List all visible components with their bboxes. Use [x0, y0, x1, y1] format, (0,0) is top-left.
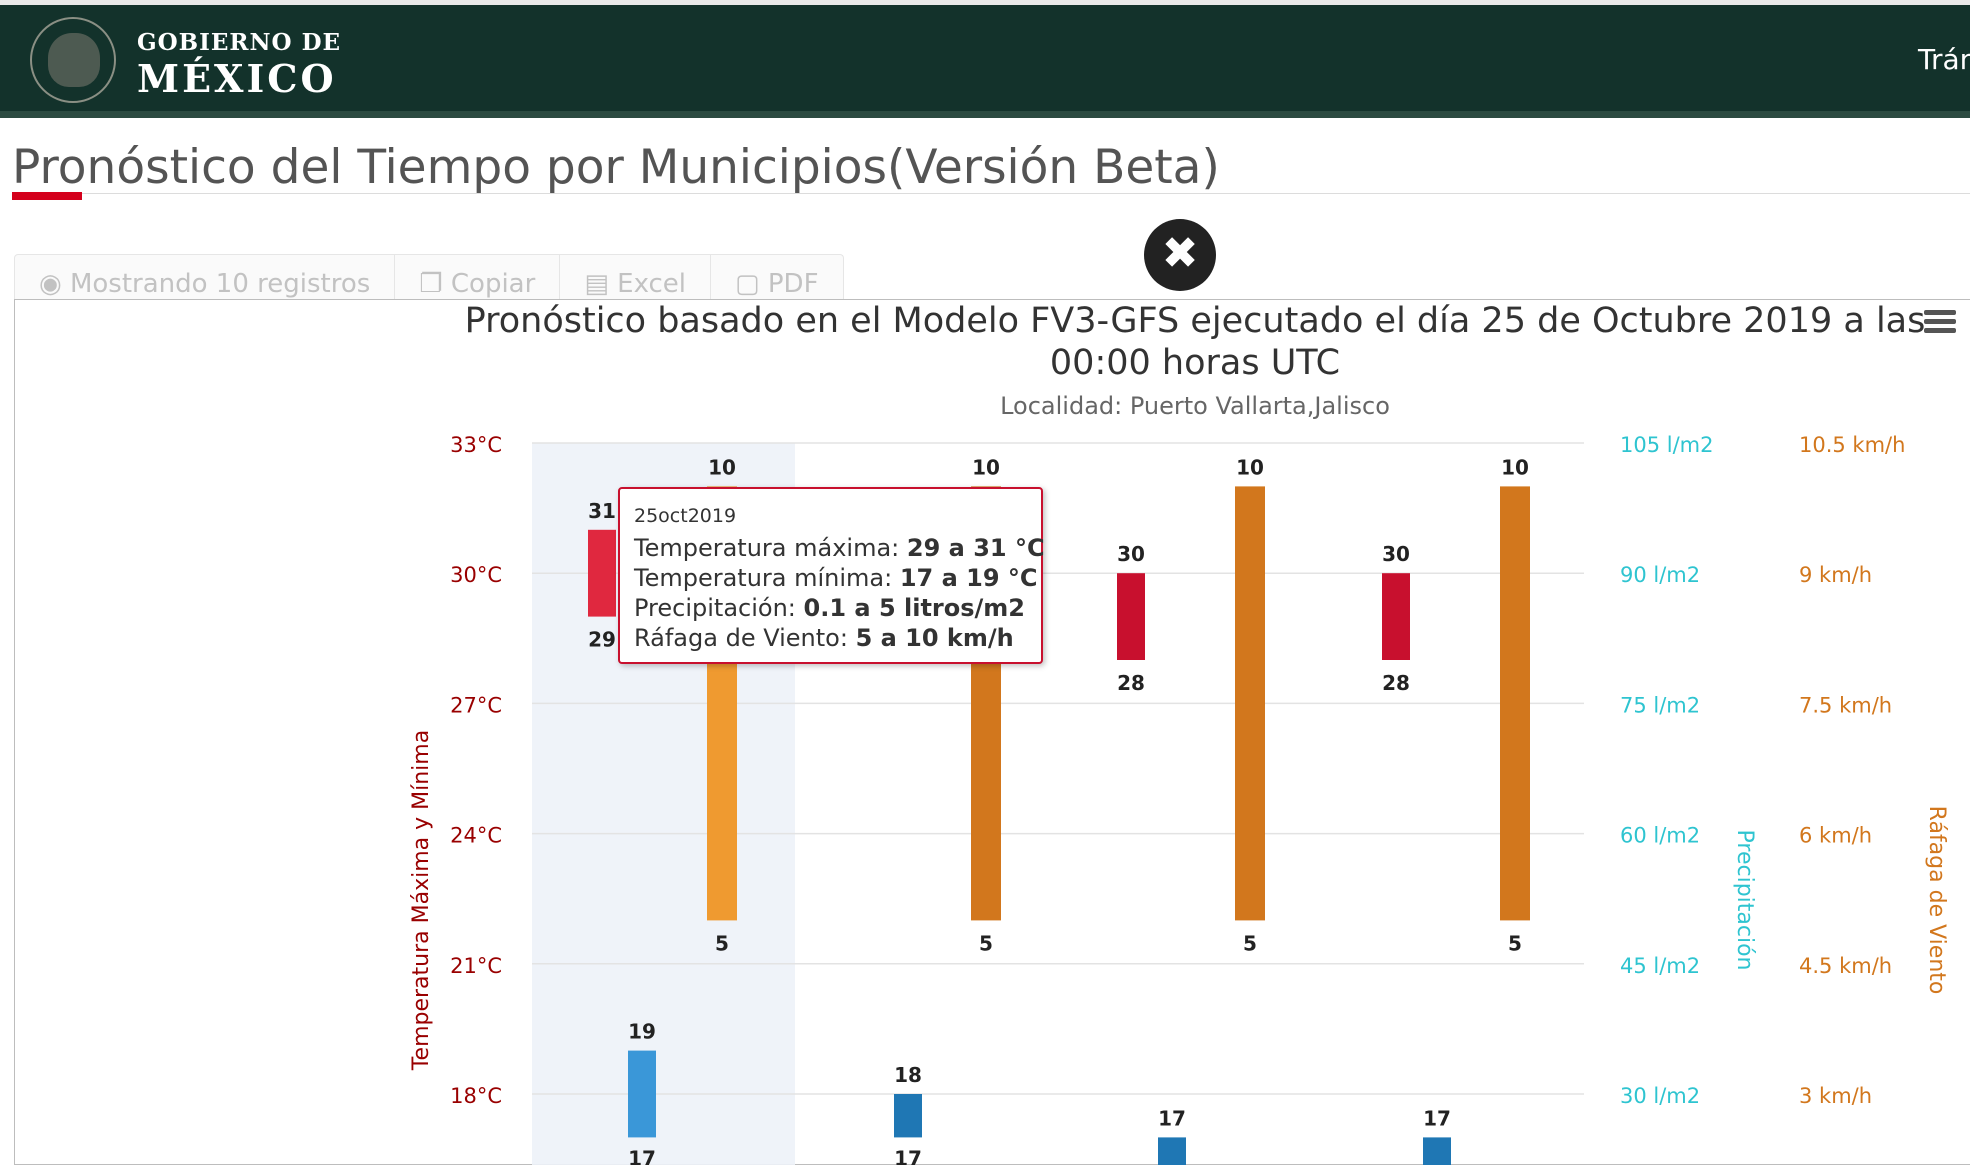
max-temp-bar	[1117, 573, 1145, 660]
temp-tick-label: 21°C	[450, 954, 502, 978]
title-accent-bar	[12, 192, 82, 200]
wind-high-label: 10	[1501, 455, 1529, 479]
wind-low-label: 5	[979, 931, 993, 955]
temp-axis-title: Temperatura Máxima y Mínima	[409, 730, 434, 1071]
wind-low-label: 5	[1508, 931, 1522, 955]
precip-tick-label: 90 l/m2	[1620, 563, 1700, 587]
precip-tick-label: 60 l/m2	[1620, 824, 1700, 848]
wind-high-label: 10	[1236, 455, 1264, 479]
show-records-button[interactable]: ◉ Mostrando 10 registros	[15, 255, 396, 299]
wind-tick-label: 7.5 km/h	[1799, 693, 1892, 717]
pdf-icon: ▢	[735, 269, 768, 299]
wind-gust-bar	[1235, 486, 1265, 921]
precip-tick-label: 75 l/m2	[1620, 693, 1700, 717]
tooltip-row-max-temp: Temperatura máxima: 29 a 31 °C	[634, 534, 1045, 562]
national-seal-icon[interactable]	[30, 17, 116, 103]
header-stripe	[0, 111, 1970, 118]
eye-icon: ◉	[39, 269, 70, 299]
wind-low-label: 5	[715, 931, 729, 955]
nav-link-tramites[interactable]: Trám	[1918, 43, 1970, 76]
temp-tick-label: 27°C	[450, 693, 502, 717]
max-temp-high-label: 30	[1382, 542, 1410, 566]
min-temp-low-label: 17	[628, 1146, 656, 1165]
table-button-row: ◉ Mostrando 10 registros ❐ Copiar ▤ Exce…	[14, 254, 844, 299]
max-temp-low-label: 29	[588, 628, 616, 652]
precip-tick-label: 30 l/m2	[1620, 1084, 1700, 1108]
wind-gust-bar	[1500, 486, 1530, 921]
min-temp-high-label: 17	[1423, 1106, 1451, 1130]
tooltip-row-min-temp: Temperatura mínima: 17 a 19 °C	[634, 564, 1038, 592]
pdf-button[interactable]: ▢ PDF	[735, 269, 819, 299]
wind-high-label: 10	[972, 455, 1000, 479]
hamburger-menu-icon[interactable]	[1924, 310, 1956, 338]
max-temp-high-label: 30	[1117, 542, 1145, 566]
max-temp-low-label: 28	[1382, 671, 1410, 695]
precip-tick-label: 45 l/m2	[1620, 954, 1700, 978]
max-temp-high-label: 31	[588, 499, 616, 523]
wind-tick-label: 10.5 km/h	[1799, 433, 1905, 457]
chart-tooltip: 25oct2019 Temperatura máxima: 29 a 31 °C…	[618, 487, 1045, 664]
temp-tick-label: 24°C	[450, 824, 502, 848]
copy-button[interactable]: ❐ Copiar	[395, 255, 561, 299]
wind-tick-label: 9 km/h	[1799, 563, 1872, 587]
max-temp-bar	[1382, 573, 1410, 660]
min-temp-high-label: 18	[894, 1063, 922, 1087]
logo-line-1[interactable]: GOBIERNO DE	[137, 29, 342, 56]
min-temp-bar	[1423, 1137, 1451, 1165]
min-temp-bar	[894, 1094, 922, 1138]
min-temp-high-label: 17	[1158, 1106, 1186, 1130]
precip-axis-title: Precipitación	[1732, 830, 1757, 971]
site-header: GOBIERNO DE MÉXICO Trám	[0, 0, 1970, 118]
excel-button[interactable]: ▤ Excel	[560, 255, 712, 299]
wind-tick-label: 3 km/h	[1799, 1084, 1872, 1108]
title-divider	[12, 193, 1970, 194]
temp-tick-label: 33°C	[450, 433, 502, 457]
tooltip-date: 25oct2019	[634, 505, 737, 527]
min-temp-bar	[1158, 1137, 1186, 1165]
copy-icon: ❐	[419, 269, 451, 299]
precip-tick-label: 105 l/m2	[1620, 433, 1714, 457]
tooltip-row-wind: Ráfaga de Viento: 5 a 10 km/h	[634, 624, 1014, 652]
close-icon[interactable]: ✖	[1144, 219, 1216, 291]
wind-tick-label: 6 km/h	[1799, 824, 1872, 848]
excel-icon: ▤	[584, 269, 618, 299]
max-temp-bar	[588, 529, 616, 617]
wind-tick-label: 4.5 km/h	[1799, 954, 1892, 978]
wind-axis-title: Ráfaga de Viento	[1924, 806, 1949, 995]
temp-tick-label: 30°C	[450, 563, 502, 587]
chart-title: Pronóstico basado en el Modelo FV3-GFS e…	[464, 301, 1926, 383]
wind-low-label: 5	[1243, 931, 1257, 955]
temp-tick-label: 18°C	[450, 1084, 502, 1108]
tooltip-row-precip: Precipitación: 0.1 a 5 litros/m2	[634, 594, 1025, 622]
wind-high-label: 10	[708, 455, 736, 479]
chart-subtitle: Localidad: Puerto Vallarta,Jalisco	[1000, 392, 1390, 420]
page-title: Pronóstico del Tiempo por Municipios(Ver…	[12, 140, 1220, 195]
min-temp-high-label: 19	[628, 1020, 656, 1044]
min-temp-bar	[628, 1050, 656, 1138]
logo-line-2[interactable]: MÉXICO	[137, 56, 337, 101]
max-temp-low-label: 28	[1117, 671, 1145, 695]
min-temp-low-label: 17	[894, 1146, 922, 1165]
